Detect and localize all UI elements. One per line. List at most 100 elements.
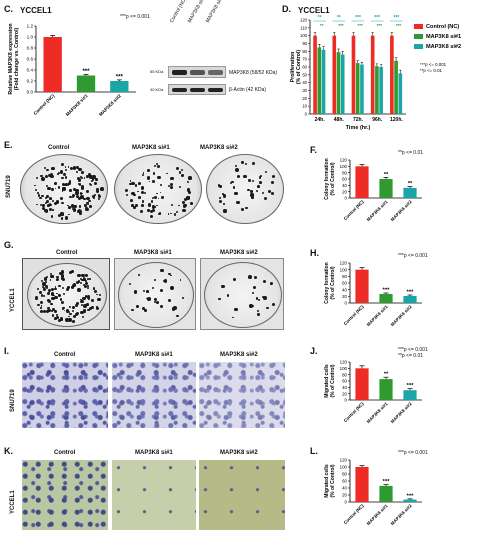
colony-dot <box>93 290 98 294</box>
colony-dot <box>50 275 54 279</box>
y-tick-label: 0 <box>305 112 308 117</box>
colony-dot <box>138 182 141 185</box>
colony-dot <box>45 195 49 199</box>
colony-dot <box>188 176 192 180</box>
colony-dot <box>72 195 75 199</box>
panel-g-letter: G. <box>4 240 14 250</box>
x-tick-label: Control (NC) <box>343 304 365 326</box>
y-tick-label: 60 <box>342 281 347 286</box>
colony-dot <box>139 209 144 214</box>
bar <box>355 63 360 114</box>
legend-swatch <box>414 44 423 49</box>
colony-dot <box>249 304 253 308</box>
colony-dot <box>68 213 70 216</box>
colony-dot <box>55 200 60 204</box>
colony-dot <box>50 288 55 292</box>
significance-label: *** <box>407 290 415 296</box>
colony-dot <box>182 208 186 213</box>
colony-dot <box>234 191 238 196</box>
colony-dot <box>37 192 39 194</box>
colony-dot <box>81 274 84 277</box>
colony-dot <box>60 317 64 321</box>
colony-dot <box>68 195 72 199</box>
colony-dot <box>68 306 71 309</box>
y-tick-label: 80 <box>302 49 307 54</box>
significance-label: *** <box>357 23 363 28</box>
legend-swatch <box>414 34 423 39</box>
panel-k-cell-line: YCCEL1 <box>10 490 16 514</box>
colony-dot <box>75 191 79 195</box>
colony-dot <box>86 296 90 300</box>
migration-image-yccel1-si2 <box>199 460 285 530</box>
colony-dot <box>251 162 255 166</box>
bar <box>355 269 369 303</box>
colony-dot <box>162 279 166 283</box>
colony-dot <box>53 294 56 297</box>
colony-dot <box>70 270 74 274</box>
y-tick-label: 20 <box>342 391 347 396</box>
colony-dot <box>88 199 91 203</box>
colony-tile-yccel1-si1 <box>114 258 196 330</box>
colony-dot <box>147 297 151 301</box>
colony-dot <box>93 197 96 200</box>
colony-dot <box>173 213 177 216</box>
colony-tile-yccel1-control <box>22 258 110 330</box>
panel-i-col2: MAP3K8 si#1 <box>135 352 173 358</box>
panel-l-chart: 0 20 40 60 80 100 120 Migrated cells(% of Contr… <box>324 458 422 526</box>
colony-dot <box>50 173 54 177</box>
colony-dot <box>157 197 160 200</box>
panel-i-col3: MAP3K8 si#2 <box>220 352 258 358</box>
colony-dot <box>235 167 239 172</box>
colony-dot <box>221 284 225 289</box>
colony-dot <box>97 194 102 199</box>
colony-dot <box>171 204 174 207</box>
bar <box>332 35 337 114</box>
y-tick-label: 100 <box>340 164 348 169</box>
bar <box>336 52 341 114</box>
panel-k-col3: MAP3K8 si#2 <box>220 450 258 456</box>
colony-dot <box>229 181 233 185</box>
colony-dot <box>180 168 183 172</box>
colony-dot <box>85 206 88 210</box>
colony-dot <box>59 169 64 174</box>
significance-label: *** <box>116 73 124 80</box>
colony-dot <box>55 315 59 319</box>
colony-dot <box>59 196 64 201</box>
colony-dot <box>75 171 78 174</box>
colony-dot <box>60 216 64 220</box>
colony-dot <box>54 309 58 313</box>
colony-dot <box>69 312 73 316</box>
colony-dot <box>51 167 54 171</box>
y-tick-label: 1.2 <box>27 24 34 29</box>
y-axis-label: Relative MAP3K8 expression(Fold change v… <box>8 23 20 94</box>
colony-dot <box>83 177 86 179</box>
panel-c-chart: 0.0 0.2 0.4 0.6 0.8 1.0 1.2 Relative MAP3K8 exp… <box>8 23 136 117</box>
colony-dot <box>129 182 132 186</box>
colony-dot <box>91 194 96 199</box>
panel-i-letter: I. <box>4 346 10 356</box>
blot-kda-1: 55 KDa <box>150 69 164 74</box>
colony-dot <box>259 181 262 184</box>
colony-dot <box>61 286 65 290</box>
colony-dot <box>60 270 65 274</box>
colony-dot <box>40 310 44 314</box>
colony-dot <box>64 176 68 179</box>
colony-dot <box>64 169 67 172</box>
y-tick-label: 120 <box>340 158 348 163</box>
colony-dot <box>248 179 251 182</box>
colony-dot <box>41 206 46 211</box>
colony-dot <box>241 208 244 211</box>
colony-dot <box>145 297 148 300</box>
colony-dot <box>90 180 93 183</box>
colony-dot <box>92 175 96 179</box>
y-tick-label: 120 <box>340 458 348 463</box>
colony-dot <box>51 314 54 317</box>
colony-dot <box>91 305 95 309</box>
colony-dot <box>60 212 64 216</box>
colony-dot <box>272 303 276 307</box>
colony-dot <box>53 201 57 205</box>
p-value-note: **p <= 0.01 <box>420 68 443 73</box>
colony-dot <box>221 193 224 196</box>
colony-dot <box>159 184 162 187</box>
colony-dot <box>35 203 38 206</box>
